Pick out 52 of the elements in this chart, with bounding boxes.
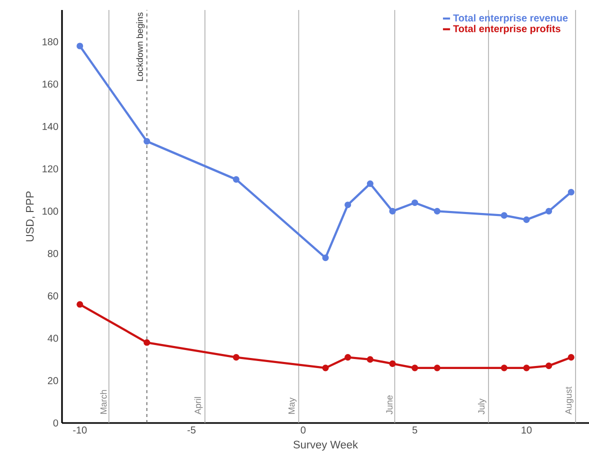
x-tick-label: -5: [188, 426, 196, 434]
point: [344, 202, 352, 208]
point: [389, 360, 396, 367]
y-tick-label: 140: [42, 122, 58, 130]
point: [434, 208, 440, 214]
x-axis-title: Survey Week: [294, 440, 358, 451]
ref-line-label: July: [478, 398, 486, 414]
x-tick-label: 5: [412, 426, 418, 434]
y-tick-label: 80: [48, 250, 58, 258]
point: [322, 254, 329, 262]
point: [434, 364, 440, 372]
y-tick-label: 180: [42, 38, 58, 46]
point: [144, 339, 150, 346]
point: [232, 176, 240, 183]
point: [389, 208, 396, 214]
point: [366, 356, 374, 363]
point: [523, 364, 530, 372]
ref-line-label: Lockdown begins: [136, 12, 145, 81]
y-tick-label: 40: [48, 334, 58, 342]
legend-label: Total enterprise profits: [453, 24, 560, 34]
point: [76, 301, 84, 308]
point: [76, 42, 84, 50]
legend-label: Total enterprise revenue: [453, 14, 568, 24]
y-tick-label: 100: [42, 208, 58, 215]
point: [568, 188, 574, 196]
y-axis-title: USD, PPP: [26, 192, 36, 242]
ref-line-label: April: [194, 397, 203, 414]
point: [412, 199, 418, 206]
point: [523, 216, 530, 223]
point: [366, 180, 374, 187]
y-tick-label: 20: [48, 377, 58, 384]
point: [412, 364, 418, 372]
x-tick-label: 0: [300, 426, 306, 434]
point: [500, 212, 508, 219]
x-tick-label: -10: [73, 426, 87, 434]
point: [322, 364, 329, 372]
y-tick-label: 120: [42, 165, 58, 172]
ref-line-label: May: [288, 398, 297, 414]
x-tick-label: 10: [522, 426, 532, 434]
y-tick-label: 160: [42, 80, 58, 88]
y-tick-label: 0: [53, 419, 58, 427]
ref-line-label: March: [100, 390, 107, 414]
point: [500, 364, 508, 372]
ref-line-label: June: [386, 395, 393, 414]
point: [232, 354, 240, 361]
ref-line-label: August: [565, 386, 574, 414]
point: [344, 354, 352, 361]
point: [546, 362, 552, 370]
y-tick-label: 60: [48, 292, 58, 300]
point: [144, 138, 150, 145]
point: [546, 208, 552, 214]
point: [568, 354, 574, 361]
